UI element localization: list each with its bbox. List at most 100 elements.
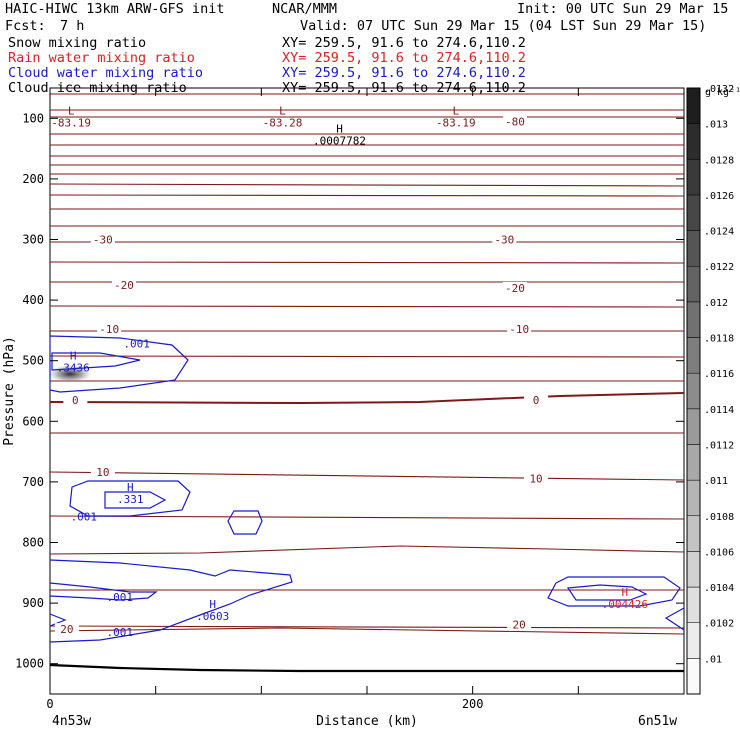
colorbar-segment: [686, 622, 701, 659]
y-tick-label: 900: [22, 596, 44, 610]
temperature-label-bg: [507, 618, 532, 631]
temperature-contours: [49, 93, 685, 635]
extremum-marker: H: [209, 598, 216, 611]
colorbar-label: .0132: [704, 84, 734, 95]
colorbar-label: .0126: [704, 191, 734, 202]
colorbar-segment: [686, 479, 701, 517]
cloud-water-label: .001: [71, 510, 98, 523]
valid-time: Valid: 07 UTC Sun 29 Mar 15 (04 LST Sun …: [300, 18, 707, 34]
cloud-water-label: .001: [123, 338, 150, 351]
colorbar-segment: [686, 408, 701, 445]
colorbar-segment: [686, 515, 701, 552]
cloud-water-contours: [49, 335, 685, 643]
colorbar-label: .0102: [704, 619, 734, 630]
temperature-label: -20: [114, 279, 134, 292]
temperature-label: 20: [513, 618, 526, 631]
temperature-label-bg: [524, 472, 549, 485]
temperature-label-bg: [507, 323, 532, 336]
colorbar-label: .012: [704, 298, 728, 309]
agency-label: NCAR/MMM: [272, 1, 338, 17]
x-tick-label: 0: [46, 697, 53, 711]
forecast-label: Fcst:: [5, 18, 46, 34]
temperature-label-bg: [502, 281, 527, 294]
temperature-label: -10: [99, 323, 119, 336]
init-time: Init: 00 UTC Sun 29 Mar 15: [517, 1, 729, 17]
cloud-water-labels: .001 .001 .001 .001: [71, 338, 150, 639]
y-tick-label: 700: [22, 475, 44, 489]
extremum-value: -83.28: [263, 116, 303, 129]
colorbar-segment: [686, 337, 701, 374]
field-snow-name: Snow mixing ratio: [8, 35, 147, 51]
y-tick-label: 100: [22, 111, 44, 125]
temperature-label-bg: [90, 233, 115, 246]
colorbar-segment: [686, 87, 701, 124]
colorbar-segment: [686, 123, 701, 160]
extremum-value: -83.19: [436, 116, 476, 129]
extremum-value: .004426: [602, 598, 648, 611]
colorbar-segment: [686, 551, 701, 588]
colorbar-segment: [686, 159, 701, 196]
y-tick-label: 300: [22, 233, 44, 247]
colorbar-segment: [686, 444, 701, 481]
colorbar: .01 .0102 .0104 .0106 .0108 .011 .0112 .0114 .01…: [686, 84, 734, 695]
x-left-endpoint: 4n53w: [52, 714, 91, 729]
model-title: HAIC-HIWC 13km ARW-GFS init: [5, 1, 225, 17]
temperature-label: -80: [505, 115, 525, 128]
extremum-marker: H: [127, 481, 134, 494]
extremum-marker: L: [279, 104, 286, 117]
colorbar-label: .011: [704, 476, 728, 487]
extremum-value: .3436: [57, 362, 90, 375]
extremum-marker: H: [70, 350, 77, 363]
colorbar-frame: [686, 87, 701, 695]
colorbar-unit: g kg⁻¹: [705, 87, 740, 98]
colorbar-label: .0112: [704, 440, 734, 451]
temperature-label: 20: [60, 623, 73, 636]
forecast-hour: 7 h: [60, 18, 85, 34]
temperature-label: 0: [72, 394, 79, 407]
extrema-labels: L-83.19L-83.28L-83.19H.0007782H.3436H.33…: [51, 104, 648, 623]
colorbar-label: .0114: [704, 405, 734, 416]
y-tick-label: 600: [22, 414, 44, 428]
x-tick-label: 200: [462, 697, 484, 711]
colorbar-label: .013: [704, 120, 728, 131]
field-cloudwater-xy: XY= 259.5, 91.6 to 274.6,110.2: [282, 65, 526, 81]
temperature-label: 0: [533, 394, 540, 407]
colorbar-label: .0104: [704, 583, 734, 594]
colorbar-label: .0122: [704, 262, 734, 273]
temperature-label: -20: [505, 282, 525, 295]
colorbar-segment: [686, 194, 701, 231]
colorbar-label: .01: [704, 654, 722, 665]
field-cloudwater-name: Cloud water mixing ratio: [8, 65, 204, 81]
temperature-label: -30: [93, 234, 113, 247]
field-cloudice-xy: XY= 259.5, 91.6 to 274.6,110.2: [282, 80, 526, 96]
y-tick-label: 1000: [15, 657, 44, 671]
field-rain-name: Rain water mixing ratio: [8, 50, 195, 66]
colorbar-label: .0118: [704, 334, 734, 345]
temperature-label: -30: [494, 234, 514, 247]
temperature-label-bg: [97, 323, 122, 336]
temperature-label-bg: [502, 115, 527, 128]
temperature-label-bg: [90, 466, 115, 479]
temperature-label-bg: [492, 233, 517, 246]
extremum-value: .331: [117, 493, 144, 506]
colorbar-label: .0116: [704, 369, 734, 380]
extremum-value: .0603: [196, 610, 229, 623]
x-axis-title: Distance (km): [316, 714, 418, 729]
extremum-value: .0007782: [313, 134, 366, 147]
colorbar-segment: [686, 230, 701, 267]
temperature-label: 10: [529, 472, 542, 485]
colorbar-label: .0128: [704, 155, 734, 166]
y-tick-label: 500: [22, 354, 44, 368]
plot-frame: [49, 87, 685, 695]
temperature-label: -10: [509, 323, 529, 336]
colorbar-segment: [686, 301, 701, 338]
colorbar-segment: [686, 586, 701, 623]
colorbar-label: .0124: [704, 227, 734, 238]
x-right-endpoint: 6n51w: [638, 714, 677, 729]
temperature-label-bg: [524, 394, 549, 407]
y-tick-label: 400: [22, 293, 44, 307]
y-tick-label: 200: [22, 172, 44, 186]
y-tick-label: 800: [22, 536, 44, 550]
